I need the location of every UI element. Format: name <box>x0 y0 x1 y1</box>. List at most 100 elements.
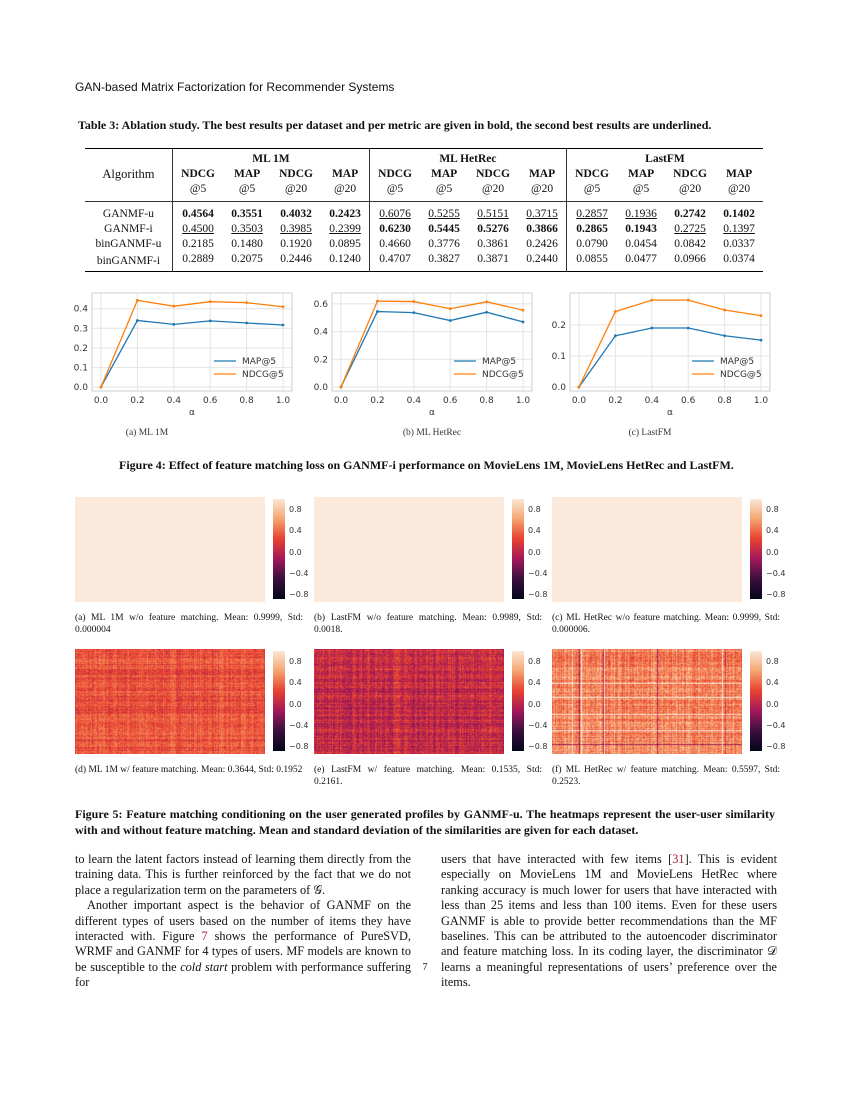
subfigure-caption: (d) ML 1M w/ feature matching. Mean: 0.3… <box>75 765 303 775</box>
table-cell: 0.3985 <box>280 223 312 235</box>
legend-label: MAP@5 <box>482 357 516 367</box>
colorbar-tick-label: −0.4 <box>528 720 548 730</box>
similarity-heatmap <box>552 649 742 754</box>
colorbar-tick-label: −0.8 <box>289 742 309 752</box>
data-point <box>686 298 690 302</box>
table-row: GANMF-u 0.4564 0.3551 0.4032 0.2423 0.6076 0.5… <box>85 201 763 222</box>
colorbar-tick-label: −0.8 <box>289 590 309 600</box>
metric-cutoff: @5 <box>368 182 421 202</box>
emphasis: cold start <box>180 959 228 974</box>
paragraph: users that have interacted with few item… <box>441 852 777 991</box>
metric-cutoff: @20 <box>531 183 554 195</box>
metric-cutoff: @20 <box>285 183 308 195</box>
plot-area <box>331 292 533 392</box>
data-point <box>281 323 285 327</box>
figure5-caption: Figure 5: Feature matching conditioning … <box>75 807 775 837</box>
similarity-heatmap <box>314 649 504 754</box>
table-cell: 0.1920 <box>280 238 312 250</box>
colorbar-tick-label: −0.8 <box>528 742 548 752</box>
x-tick-label: 0.2 <box>370 396 384 406</box>
table-cell: 0.5445 <box>428 223 460 235</box>
x-tick-label: 0.2 <box>608 396 622 406</box>
colorbar-tick-label: −0.8 <box>766 742 786 752</box>
table-cell: 0.2075 <box>231 253 263 265</box>
subfigure-caption: (f) ML HetRec w/ feature matching. Mean:… <box>552 765 780 787</box>
metric-header: MAP <box>233 168 261 180</box>
data-point <box>759 314 763 318</box>
colorbar-tick-label: 0.8 <box>766 657 779 666</box>
table-cell: 0.3861 <box>477 238 509 250</box>
x-axis-label: α <box>429 408 435 418</box>
y-tick-label: 0.0 <box>552 383 567 393</box>
table-cell: 0.3827 <box>428 253 460 265</box>
colorbar-tick-label: 0.8 <box>528 505 541 514</box>
y-tick-label: 0.1 <box>552 352 566 362</box>
algorithm-name: binGANMF-u <box>95 238 162 250</box>
colorbar-tick-label: 0.4 <box>289 678 302 688</box>
text: ]. This is evident especially on MovieLe… <box>441 852 777 990</box>
data-point <box>376 310 379 313</box>
table-row: GANMF-i 0.4500 0.3503 0.3985 0.2399 0.6230 0.5… <box>85 222 763 237</box>
similarity-heatmap <box>552 497 742 602</box>
table-cell: 0.3776 <box>428 238 460 250</box>
y-tick-label: 0.0 <box>314 383 329 393</box>
similarity-heatmap <box>314 497 504 602</box>
table-cell: 0.3715 <box>526 208 558 220</box>
colorbar-tick-label: 0.4 <box>766 678 779 688</box>
colorbar-tick-label: 0.8 <box>528 657 541 666</box>
table-cell: 0.4500 <box>171 222 224 237</box>
similarity-heatmap <box>75 649 265 754</box>
y-tick-label: 0.2 <box>314 355 328 365</box>
algorithm-name: GANMF-i <box>104 223 153 235</box>
data-point <box>208 300 212 304</box>
similarity-heatmap <box>75 497 265 602</box>
table-cell: 0.2399 <box>329 223 361 235</box>
data-point <box>172 304 176 308</box>
colorbar <box>273 499 285 599</box>
data-point <box>448 307 452 311</box>
dataset-header: ML 1M <box>171 148 370 167</box>
table-cell: 0.2423 <box>329 208 361 220</box>
table-cell: 0.5151 <box>477 208 509 220</box>
colorbar <box>750 499 762 599</box>
y-tick-label: 0.0 <box>74 383 89 393</box>
metric-header: MAP <box>627 168 655 180</box>
metric-cutoff: @20 <box>334 183 357 195</box>
x-tick-label: 1.0 <box>276 396 291 406</box>
data-point <box>412 300 416 303</box>
legend-label: NDCG@5 <box>242 370 284 380</box>
table-cell: 0.1480 <box>231 238 263 250</box>
data-point <box>245 301 249 305</box>
table-cell: 0.0337 <box>723 238 755 250</box>
line-chart: 0.0 0.2 0.4 0.6 0.8 1.0 0.0 0.2 0.4 0.6 α MAP@5 NDCG… <box>314 292 533 438</box>
metric-header: MAP <box>430 168 458 180</box>
data-point <box>759 338 763 342</box>
legend-label: NDCG@5 <box>720 370 762 380</box>
colorbar-tick-label: 0.4 <box>528 678 541 688</box>
metric-header: MAP <box>725 168 753 180</box>
colorbar-tick-label: 0.0 <box>289 547 302 557</box>
table-cell: 0.0895 <box>329 238 361 250</box>
data-point <box>339 385 343 389</box>
x-tick-label: 1.0 <box>516 396 531 406</box>
table-cell: 0.1240 <box>329 253 361 265</box>
data-point <box>281 305 285 309</box>
legend-label: MAP@5 <box>720 357 754 367</box>
series-line-map5 <box>578 327 762 388</box>
table-cell: 0.1943 <box>625 223 657 235</box>
data-point <box>376 299 379 303</box>
figure-link[interactable]: 7 <box>201 929 208 944</box>
colorbar <box>750 651 762 751</box>
table-cell: 0.2440 <box>526 253 558 265</box>
dataset-header: LastFM <box>565 148 763 167</box>
colorbar-tick-label: −0.4 <box>766 568 786 578</box>
colorbar-tick-label: −0.8 <box>528 590 548 600</box>
paragraph: to learn the latent factors instead of l… <box>75 852 411 897</box>
text: shows the performance of PureSVD, WRMF a… <box>75 929 411 974</box>
data-point <box>412 311 416 315</box>
table-cell: 0.0842 <box>674 238 706 250</box>
citation-link[interactable]: 31 <box>672 852 685 866</box>
table-cell: 0.0374 <box>723 253 755 265</box>
data-point <box>521 320 525 324</box>
table-cell: 0.2865 <box>565 222 618 237</box>
